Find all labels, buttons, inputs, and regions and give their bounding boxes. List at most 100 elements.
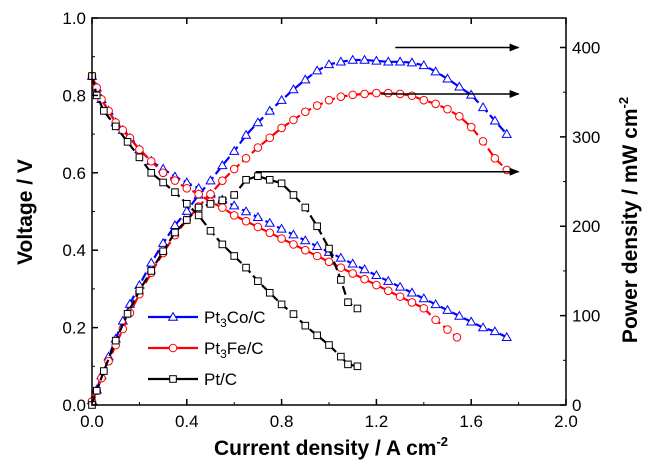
voltage-point — [206, 227, 215, 235]
power-point — [218, 176, 227, 185]
y-left-tick-label: 0.0 — [62, 396, 86, 415]
power-point — [371, 55, 382, 65]
voltage-point — [301, 321, 310, 330]
power-point — [489, 115, 501, 125]
power-point — [478, 137, 488, 146]
power-point — [265, 175, 274, 184]
voltage-point — [277, 300, 286, 309]
voltage-point — [159, 178, 167, 187]
power-point — [348, 90, 358, 100]
power-point — [92, 386, 101, 395]
series-2 — [88, 72, 362, 409]
y-axis-left-title: Voltage / V — [14, 159, 37, 265]
series-1 — [87, 71, 512, 406]
voltage-point — [218, 203, 227, 212]
voltage-point — [194, 211, 203, 220]
voltage-point — [347, 258, 358, 268]
voltage-point — [135, 145, 144, 154]
voltage-point — [228, 200, 240, 210]
power-point — [394, 56, 406, 66]
voltage-point — [289, 240, 298, 249]
series-layer — [86, 54, 513, 409]
voltage-point — [301, 245, 310, 255]
power-point — [230, 191, 238, 199]
power-point — [353, 304, 362, 313]
y-right-tick-label: 0 — [572, 396, 581, 415]
power-point — [288, 84, 299, 94]
voltage-point — [344, 360, 352, 369]
power-point — [206, 189, 215, 199]
voltage-point — [240, 206, 252, 216]
voltage-point — [336, 263, 346, 272]
voltage-point — [406, 287, 418, 297]
voltage-point — [442, 304, 453, 314]
voltage-point — [418, 293, 430, 303]
voltage-point — [312, 251, 322, 261]
x-axis: 0.0 0.4 0.8 1.2 1.6 2.0 — [80, 18, 578, 431]
power-point — [194, 203, 203, 212]
voltage-point — [135, 153, 144, 162]
power-point — [252, 117, 264, 127]
voltage-point — [265, 228, 275, 238]
x-tick-label: 0.4 — [175, 412, 199, 431]
voltage-point — [477, 322, 489, 332]
power-point — [277, 179, 286, 188]
voltage-point — [372, 280, 381, 290]
power-point — [217, 160, 228, 170]
voltage-point — [311, 240, 323, 251]
power-point — [218, 196, 227, 205]
power-point — [264, 105, 276, 115]
power-point — [254, 172, 262, 180]
power-point — [241, 154, 251, 163]
voltage-point — [289, 310, 298, 318]
power-point — [501, 128, 513, 138]
y-right-tick-label: 200 — [572, 217, 600, 236]
x-tick-label: 0.0 — [80, 412, 104, 431]
y-right-tick-label: 400 — [572, 38, 600, 57]
y-left-tick-label: 0.6 — [62, 164, 86, 183]
voltage-point — [265, 288, 274, 297]
power-point — [419, 95, 429, 105]
y-right-tick-label: 300 — [572, 128, 600, 147]
voltage-point — [443, 325, 452, 334]
power-point — [277, 123, 286, 133]
power-point — [229, 164, 239, 174]
power-point — [135, 286, 144, 295]
voltage-point — [489, 326, 501, 336]
power-point — [300, 74, 311, 84]
voltage-point — [118, 125, 128, 135]
voltage-point — [253, 222, 263, 232]
voltage-point — [431, 315, 440, 325]
y-left-tick-label: 0.8 — [62, 86, 86, 105]
legend-marker — [169, 375, 177, 383]
power-point — [454, 81, 465, 91]
power-point — [312, 101, 322, 110]
voltage-point — [452, 332, 462, 342]
power-point — [289, 191, 298, 199]
voltage-point — [325, 341, 333, 349]
power-point — [502, 165, 512, 175]
power-point — [313, 222, 321, 231]
voltage-point — [501, 331, 513, 341]
power-point — [325, 244, 333, 253]
y-left-tick-label: 1.0 — [62, 9, 86, 28]
voltage-point — [383, 286, 393, 296]
x-tick-label: 1.6 — [459, 412, 483, 431]
power-point — [159, 247, 167, 256]
voltage-point — [171, 188, 179, 196]
power-point — [418, 59, 430, 70]
voltage-point — [92, 83, 102, 92]
power-point — [206, 200, 215, 208]
voltage-point — [371, 269, 382, 280]
voltage-point — [395, 292, 405, 301]
power-point — [442, 73, 453, 83]
voltage-point — [277, 234, 286, 243]
voltage-point — [419, 303, 429, 313]
power-point — [443, 104, 452, 114]
voltage-point — [465, 316, 477, 326]
voltage-point — [430, 298, 441, 309]
legend: Pt3Co/C Pt3Fe/C Pt/C — [148, 308, 265, 389]
voltage-point — [276, 223, 287, 233]
voltage-point — [360, 274, 369, 284]
voltage-point — [241, 216, 251, 226]
